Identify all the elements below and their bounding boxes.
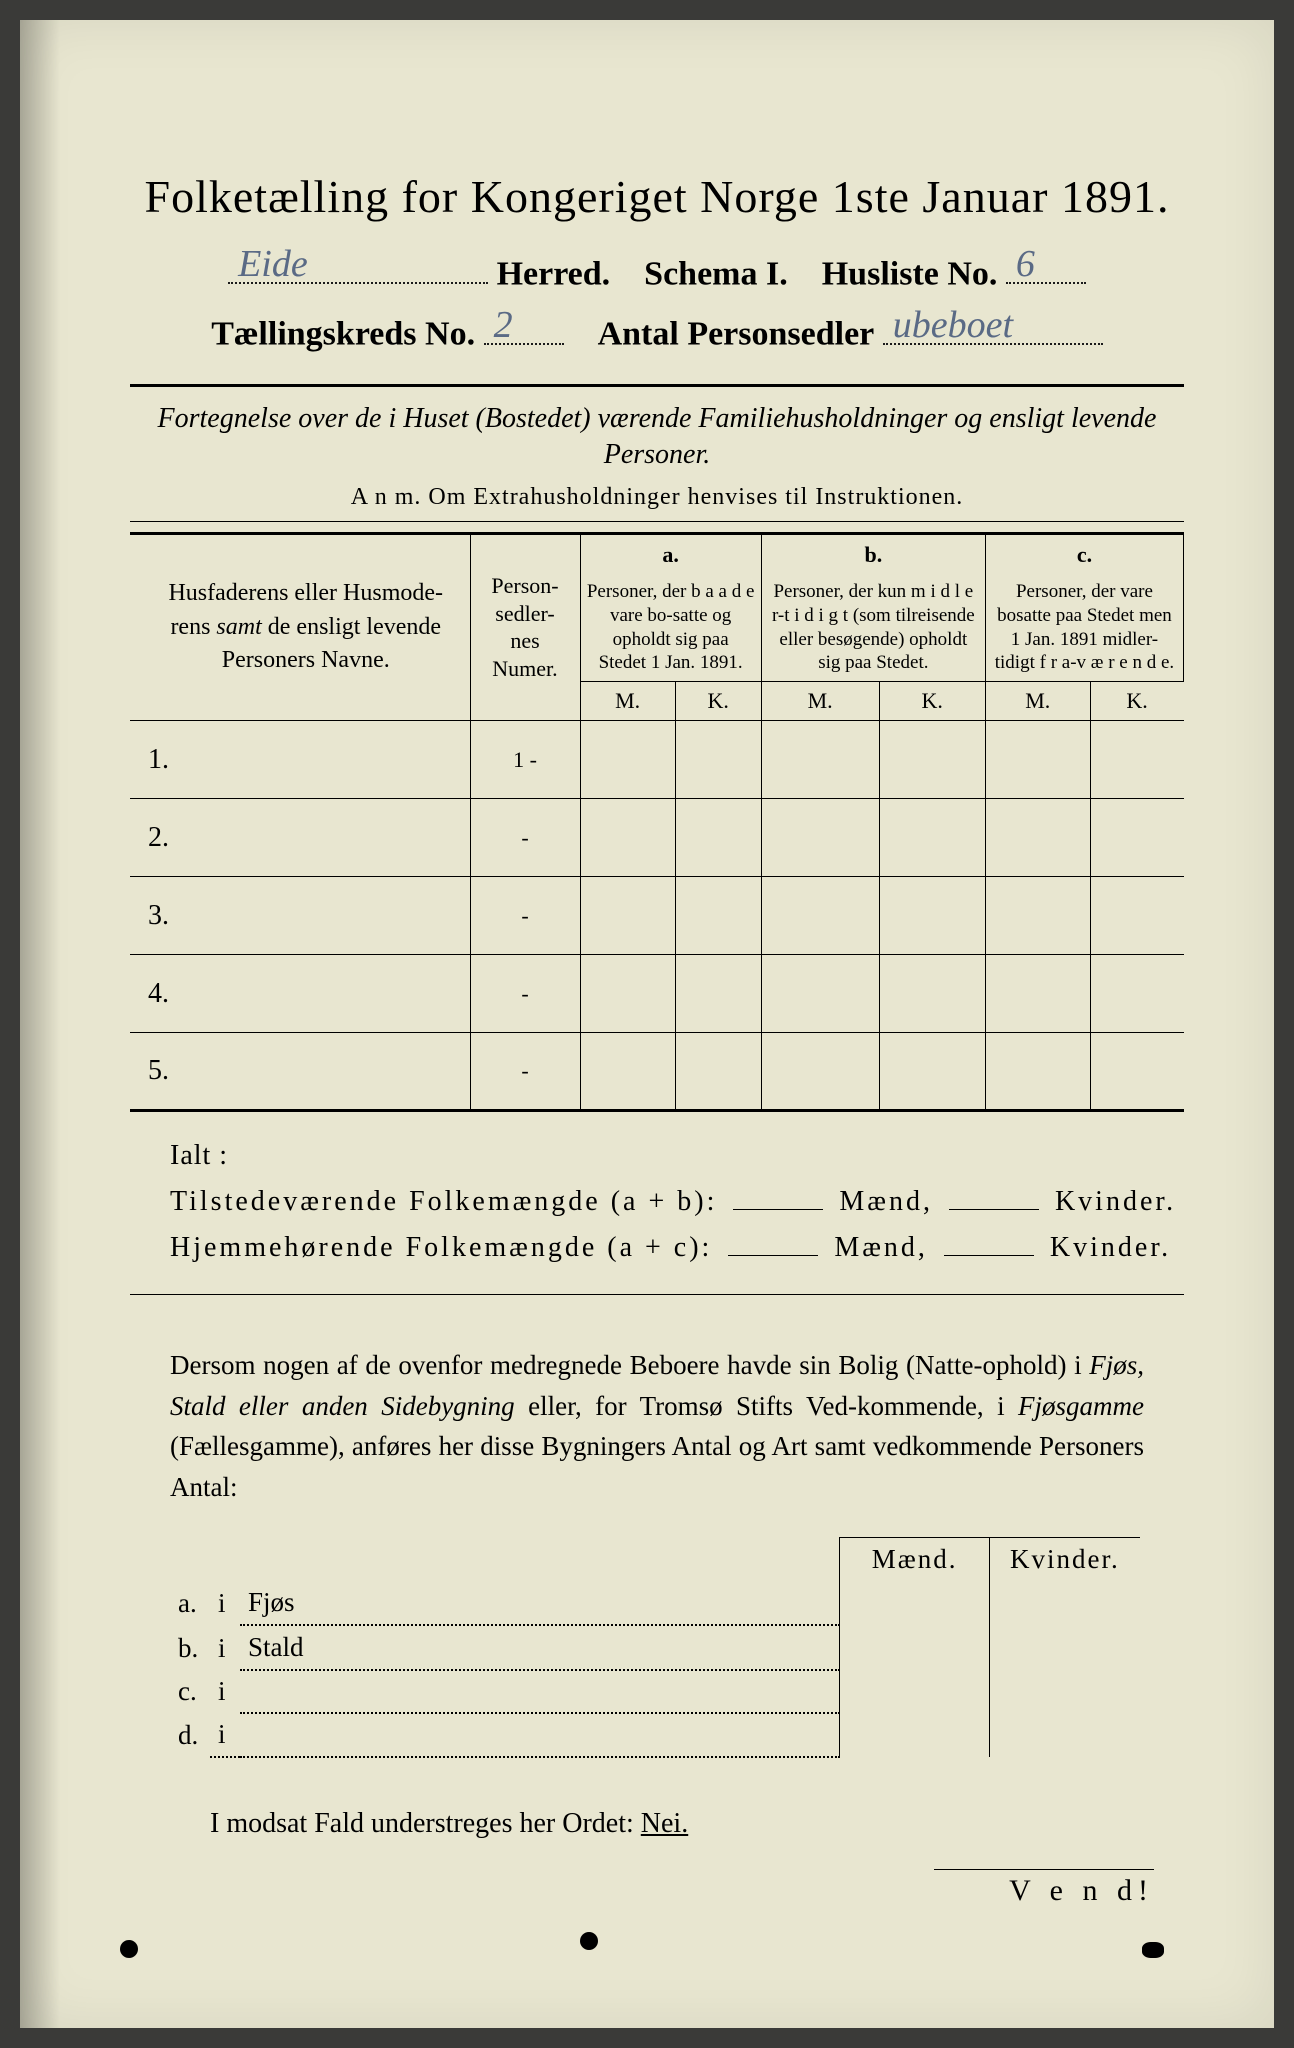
- rule: [130, 521, 1184, 522]
- para-text: eller, for Tromsø Stifts Ved-kommende, i: [515, 1391, 1018, 1421]
- row-label: Fjøs: [248, 1587, 295, 1617]
- row-number: 2.: [130, 799, 470, 877]
- person-number: -: [470, 877, 580, 955]
- herred-field: Eide: [228, 247, 488, 284]
- kvinder-label: Kvinder.: [1050, 1232, 1171, 1263]
- punch-mark: [120, 1940, 138, 1958]
- mk-header: M.: [761, 682, 879, 721]
- row-number: 5.: [130, 1033, 470, 1111]
- header-line-1: Eide Herred. Schema I. Husliste No. 6: [130, 247, 1184, 293]
- table-row: 1. 1 -: [130, 721, 1184, 799]
- ialt-label: Ialt :: [170, 1140, 1184, 1172]
- sum-line-1: Tilstedeværende Folkemængde (a + b): Mæn…: [170, 1186, 1184, 1218]
- row-i: i: [210, 1670, 240, 1713]
- nei-line: I modsat Fald understreges her Ordet: Ne…: [210, 1808, 1184, 1840]
- punch-mark: [580, 1932, 598, 1950]
- fill: [944, 1255, 1034, 1256]
- row-letter: c.: [170, 1670, 210, 1713]
- col-c-text: Personer, der vare bosatte paa Stedet me…: [985, 574, 1183, 682]
- mk-header: M.: [985, 682, 1090, 721]
- person-number: -: [470, 955, 580, 1033]
- col-a-text: Personer, der b a a d e vare bo-satte og…: [580, 574, 761, 682]
- row-number: 1.: [130, 721, 470, 799]
- table-row: 4. -: [130, 955, 1184, 1033]
- intro-text: Fortegnelse over de i Huset (Bostedet) v…: [130, 401, 1184, 474]
- table-row: b. i Stald: [170, 1625, 1140, 1670]
- sum2-label: Hjemmehørende Folkemængde (a + c):: [170, 1232, 712, 1263]
- mk-header: M.: [580, 682, 675, 721]
- herred-value: Eide: [238, 242, 308, 286]
- maend-label: Mænd,: [834, 1232, 928, 1263]
- sum1-label: Tilstedeværende Folkemængde (a + b):: [170, 1186, 717, 1217]
- person-number: -: [470, 1033, 580, 1111]
- person-number: 1 -: [470, 721, 580, 799]
- husliste-field: 6: [1006, 247, 1086, 284]
- instruction-paragraph: Dersom nogen af de ovenfor medregnede Be…: [170, 1345, 1144, 1507]
- row-i: i: [210, 1713, 240, 1757]
- herred-label: Herred.: [497, 255, 611, 292]
- anm-text: A n m. Om Extrahusholdninger henvises ti…: [130, 484, 1184, 511]
- building-table: Mænd. Kvinder. a. i Fjøs b. i Stald c. i…: [170, 1537, 1140, 1758]
- mk-header: K.: [675, 682, 761, 721]
- mk-header: K.: [879, 682, 985, 721]
- rule: [130, 384, 1184, 387]
- sum-line-2: Hjemmehørende Folkemængde (a + c): Mænd,…: [170, 1232, 1184, 1264]
- antal-value: ubeboet: [893, 303, 1013, 347]
- person-number: -: [470, 799, 580, 877]
- table-row: c. i: [170, 1670, 1140, 1713]
- table-row: 2. -: [130, 799, 1184, 877]
- row-letter: a.: [170, 1581, 210, 1625]
- row-label: Stald: [248, 1632, 304, 1662]
- para-text: Dersom nogen af de ovenfor medregnede Be…: [170, 1350, 1089, 1380]
- kreds-label: Tællingskreds No.: [211, 316, 475, 353]
- antal-label: Antal Personsedler: [598, 316, 875, 353]
- table-row: 3. -: [130, 877, 1184, 955]
- antal-field: ubeboet: [883, 307, 1103, 344]
- page-title: Folketælling for Kongeriget Norge 1ste J…: [130, 170, 1184, 223]
- col-c-label: c.: [985, 533, 1183, 574]
- row-number: 3.: [130, 877, 470, 955]
- census-form-page: Folketælling for Kongeriget Norge 1ste J…: [20, 20, 1274, 2028]
- col-names-header: Husfaderens eller Husmode-rens samt de e…: [130, 533, 470, 721]
- rule: [130, 1294, 1184, 1295]
- kreds-field: 2: [484, 307, 564, 344]
- col-numer-header: Person-sedler-nesNumer.: [470, 533, 580, 721]
- nei-word: Nei.: [641, 1808, 688, 1839]
- fill: [728, 1255, 818, 1256]
- fill: [949, 1209, 1039, 1210]
- row-i: i: [210, 1625, 240, 1670]
- row-letter: b.: [170, 1625, 210, 1670]
- row-number: 4.: [130, 955, 470, 1033]
- maend-header: Mænd.: [840, 1538, 990, 1582]
- kvinder-label: Kvinder.: [1055, 1186, 1176, 1217]
- nei-pre: I modsat Fald understreges her Ordet:: [210, 1808, 641, 1839]
- col-a-label: a.: [580, 533, 761, 574]
- col-b-text: Personer, der kun m i d l e r-t i d i g …: [761, 574, 985, 682]
- row-letter: d.: [170, 1713, 210, 1757]
- para-italic: Fjøsgamme: [1018, 1391, 1144, 1421]
- vend-label: V e n d!: [934, 1869, 1154, 1908]
- table-row: 5. -: [130, 1033, 1184, 1111]
- para-text: (Fællesgamme), anføres her disse Bygning…: [170, 1431, 1144, 1502]
- kvinder-header: Kvinder.: [990, 1538, 1140, 1582]
- husliste-label: Husliste No.: [822, 255, 998, 292]
- punch-mark: [1142, 1942, 1164, 1958]
- mk-header: K.: [1090, 682, 1183, 721]
- fill: [733, 1209, 823, 1210]
- table-row: d. i: [170, 1713, 1140, 1757]
- husliste-value: 6: [1016, 242, 1035, 286]
- header-line-2: Tællingskreds No. 2 Antal Personsedler u…: [130, 307, 1184, 353]
- col-b-label: b.: [761, 533, 985, 574]
- household-table: Husfaderens eller Husmode-rens samt de e…: [130, 532, 1184, 1113]
- schema-label: Schema I.: [644, 255, 788, 292]
- row-i: i: [210, 1581, 240, 1625]
- maend-label: Mænd,: [839, 1186, 933, 1217]
- table-row: a. i Fjøs: [170, 1581, 1140, 1625]
- kreds-value: 2: [494, 303, 513, 347]
